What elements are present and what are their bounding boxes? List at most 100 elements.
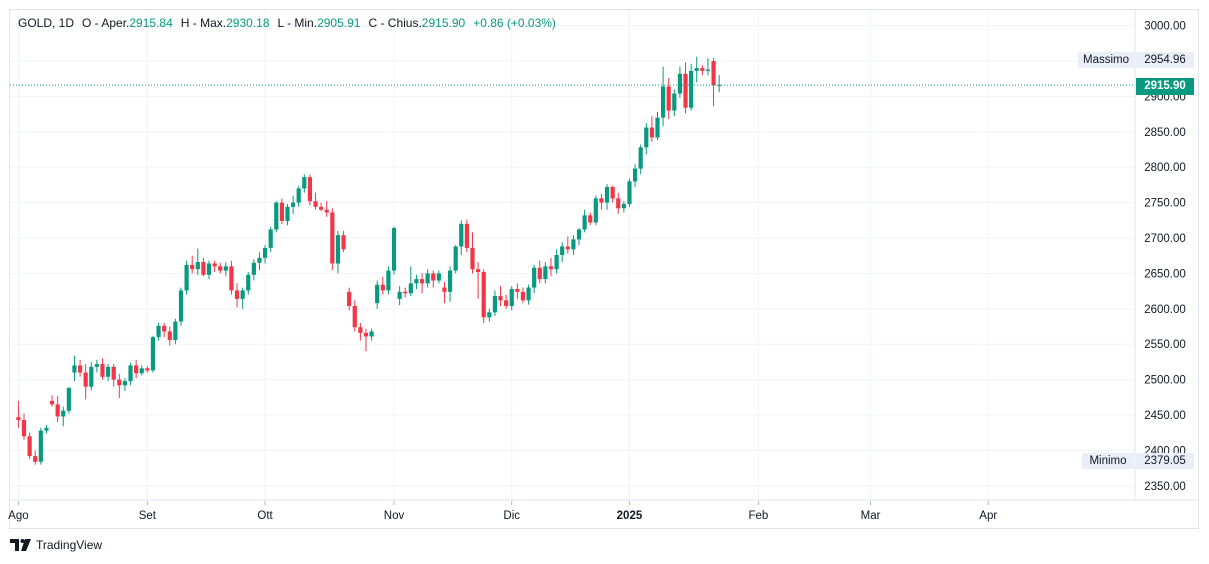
x-tick-label: Apr — [979, 510, 997, 522]
x-tick-label: Dic — [503, 510, 520, 522]
candle-body — [324, 209, 329, 213]
candle-body — [660, 86, 666, 118]
candle-body — [644, 127, 649, 148]
candle-body — [391, 228, 397, 271]
candle-body — [593, 198, 598, 223]
candle-body — [89, 366, 94, 387]
candle-body — [212, 263, 217, 267]
candle-body — [234, 290, 240, 299]
candle-body — [268, 229, 273, 248]
candle-body — [532, 267, 537, 288]
candle-body — [470, 247, 475, 270]
candle-body — [414, 279, 419, 284]
candle-body — [229, 266, 234, 291]
candle-body — [380, 284, 385, 291]
brand-name: TradingView — [36, 538, 103, 552]
candle-body — [94, 364, 99, 367]
y-tick-label: 2600.00 — [1144, 304, 1186, 316]
candle-body — [262, 247, 268, 258]
x-tick-label: Set — [139, 510, 157, 522]
legend-change: +0.86 (+0.03%) — [473, 16, 556, 30]
candle-body — [487, 312, 492, 318]
legend-symbol[interactable]: GOLD, 1D — [18, 16, 75, 30]
candle-body — [419, 279, 425, 284]
max-label: Massimo — [1082, 54, 1129, 66]
candle-body — [296, 188, 301, 203]
candle-body — [122, 381, 128, 386]
candle-body — [375, 284, 380, 304]
candle-body — [335, 235, 341, 264]
candle-body — [251, 262, 256, 275]
grid-lines — [10, 10, 1134, 500]
candle-body — [621, 204, 626, 209]
candle-body — [588, 215, 593, 223]
candle-body — [66, 388, 71, 411]
candle-body — [498, 296, 503, 301]
y-tick-label: 2800.00 — [1144, 162, 1186, 174]
candle-body — [694, 68, 699, 71]
candle-body — [717, 85, 722, 87]
candle-body — [319, 206, 324, 210]
candle-body — [145, 368, 150, 371]
candle-body — [481, 271, 486, 318]
candle-body — [655, 117, 660, 138]
candle-body — [672, 93, 677, 111]
candle-body — [369, 331, 374, 337]
candle-body — [173, 321, 178, 340]
candle-body — [139, 368, 144, 374]
candle-body — [582, 215, 587, 230]
candle-body — [27, 436, 32, 457]
y-tick-label: 2750.00 — [1144, 198, 1186, 210]
candle-body — [61, 410, 66, 417]
legend-open-prefix: O - Aper. — [82, 16, 130, 30]
candle-body — [285, 206, 290, 222]
candle-body — [689, 70, 694, 108]
candle-body — [363, 332, 369, 337]
tradingview-logo-icon — [10, 539, 31, 551]
candle-body — [55, 404, 60, 417]
candle-body — [616, 198, 621, 209]
candle-body — [134, 365, 139, 374]
legend-low-prefix: L - Min. — [277, 16, 318, 30]
candle-body — [554, 255, 559, 270]
candle-body — [21, 419, 27, 437]
last-price-badge: 2915.90 — [1136, 78, 1194, 95]
candle-body — [240, 290, 245, 299]
candle-body — [492, 296, 498, 313]
candle-body — [509, 288, 514, 306]
candle-body — [117, 379, 122, 386]
candle-body — [38, 430, 43, 462]
candle-body — [453, 246, 458, 271]
candle-body — [537, 267, 542, 280]
x-tick-label: Ago — [8, 510, 28, 522]
candle-body — [403, 291, 408, 294]
candle-body — [677, 73, 683, 94]
candle-body — [397, 291, 402, 299]
candle-body — [257, 257, 262, 263]
candle-body — [195, 262, 200, 270]
x-axis[interactable]: Ago Set Ott Nov Dic 2025 Feb Mar Apr — [8, 499, 1198, 522]
tradingview-brand[interactable]: TradingView — [10, 538, 102, 552]
candle-body — [627, 181, 632, 205]
candle-body — [167, 331, 172, 340]
x-tick-label: Feb — [748, 510, 768, 522]
candle-body — [279, 202, 284, 222]
min-value: 2379.05 — [1144, 455, 1186, 467]
candle-body — [341, 235, 346, 250]
chart-frame[interactable] — [9, 9, 1199, 529]
x-tick-label: Mar — [861, 510, 881, 522]
candle-body — [666, 86, 671, 111]
min-value-box: 2379.05 — [1136, 453, 1194, 469]
candle-body — [543, 266, 548, 280]
candle-body — [274, 202, 279, 230]
candle-body — [711, 60, 716, 86]
x-tick-label: Ott — [257, 510, 273, 522]
ohlc-legend: GOLD, 1D O - Aper.2915.84 H - Max.2930.18 L… — [18, 16, 556, 30]
candle-body — [408, 283, 413, 294]
candle-body — [638, 147, 643, 169]
candle-body — [206, 263, 212, 275]
candle-body — [291, 202, 296, 207]
candle-body — [49, 400, 55, 405]
candle-body — [571, 239, 576, 250]
